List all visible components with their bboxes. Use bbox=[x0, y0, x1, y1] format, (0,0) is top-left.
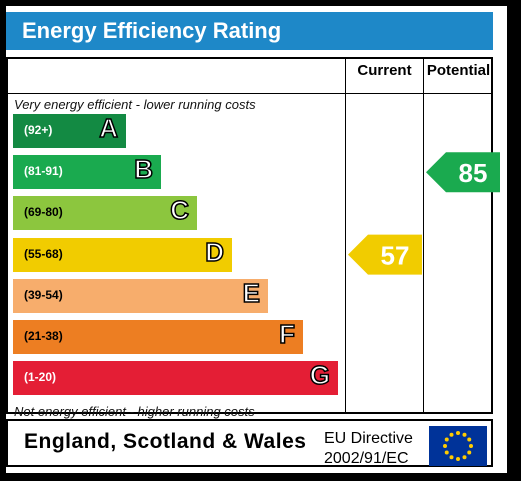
potential-column-divider bbox=[423, 57, 424, 414]
eu-star bbox=[449, 432, 454, 437]
eu-stars bbox=[443, 431, 473, 461]
band-b-range: (81-91) bbox=[24, 164, 63, 179]
eu-star bbox=[462, 432, 467, 437]
band-a-letter: A bbox=[98, 112, 118, 144]
band-b: (81-91) B bbox=[13, 153, 161, 190]
potential-column-header: Potential bbox=[426, 62, 491, 79]
footer: England, Scotland & Wales bbox=[6, 419, 493, 467]
band-c-letter: C bbox=[169, 195, 189, 227]
band-g-range: (1-20) bbox=[24, 370, 57, 385]
band-e-letter: E bbox=[242, 277, 261, 309]
eu-flag-icon bbox=[429, 426, 487, 466]
current-column-header: Current bbox=[357, 62, 412, 79]
eu-star bbox=[467, 437, 472, 442]
band-e: (39-54) E bbox=[13, 277, 268, 313]
band-c: (69-80) C bbox=[13, 195, 197, 231]
eu-star bbox=[443, 444, 447, 448]
eu-star bbox=[462, 455, 467, 460]
band-g: (1-20) G bbox=[13, 359, 338, 396]
band-c-range: (69-80) bbox=[24, 205, 63, 220]
chart-title: Energy Efficiency Rating bbox=[22, 18, 282, 43]
top-note: Very energy efficient - lower running co… bbox=[14, 97, 256, 112]
band-a: (92+) A bbox=[13, 112, 126, 148]
eu-star bbox=[467, 450, 472, 455]
band-f: (21-38) F bbox=[13, 318, 303, 354]
eu-star bbox=[469, 444, 473, 448]
header-divider bbox=[6, 93, 493, 94]
rating-panel bbox=[6, 57, 493, 414]
eu-directive-label: EU Directive bbox=[324, 430, 413, 447]
title-bar: Energy Efficiency Rating bbox=[6, 12, 493, 50]
band-a-range: (92+) bbox=[24, 123, 53, 137]
band-f-range: (21-38) bbox=[24, 329, 63, 343]
eu-star bbox=[444, 437, 449, 442]
band-d-letter: D bbox=[204, 236, 224, 268]
band-f-letter: F bbox=[278, 318, 295, 350]
band-e-range: (39-54) bbox=[24, 287, 63, 302]
bottom-note: Not energy efficient - higher running co… bbox=[14, 404, 255, 419]
band-b-letter: B bbox=[133, 153, 153, 185]
footer-country: England, Scotland & Wales bbox=[24, 430, 307, 453]
band-d: (55-68) D bbox=[13, 236, 232, 272]
eu-star bbox=[449, 455, 454, 460]
eu-directive-number: 2002/91/EC bbox=[324, 450, 409, 467]
band-d-range: (55-68) bbox=[24, 246, 63, 261]
eu-star bbox=[456, 457, 460, 461]
eu-star bbox=[456, 431, 460, 435]
eu-star bbox=[444, 450, 449, 455]
current-column-divider bbox=[345, 57, 346, 414]
band-g-letter: G bbox=[309, 359, 331, 391]
